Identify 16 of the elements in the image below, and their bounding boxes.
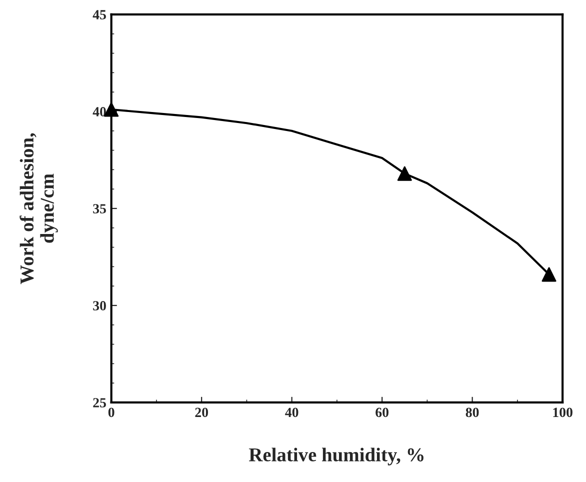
x-tick-label: 100 <box>553 408 572 418</box>
y-tick-label: 25 <box>93 398 106 408</box>
point <box>104 102 119 117</box>
point <box>542 267 556 282</box>
x-tick-label: 60 <box>376 408 388 418</box>
y-tick-label: 45 <box>92 10 106 20</box>
x-tick-label: 80 <box>466 408 479 418</box>
y-tick-label: 30 <box>93 301 106 310</box>
point <box>397 166 412 181</box>
x-axis-title: Relative humidity, % <box>248 448 424 466</box>
y-axis-title: Work of adhesion, dyne/cm <box>20 133 58 284</box>
x-tick-label: 40 <box>285 408 298 418</box>
y-tick-label: 40 <box>92 107 106 116</box>
y-tick-label: 35 <box>93 204 106 214</box>
x-tick-label: 20 <box>195 408 208 418</box>
x-tick-label: 0 <box>108 408 114 418</box>
